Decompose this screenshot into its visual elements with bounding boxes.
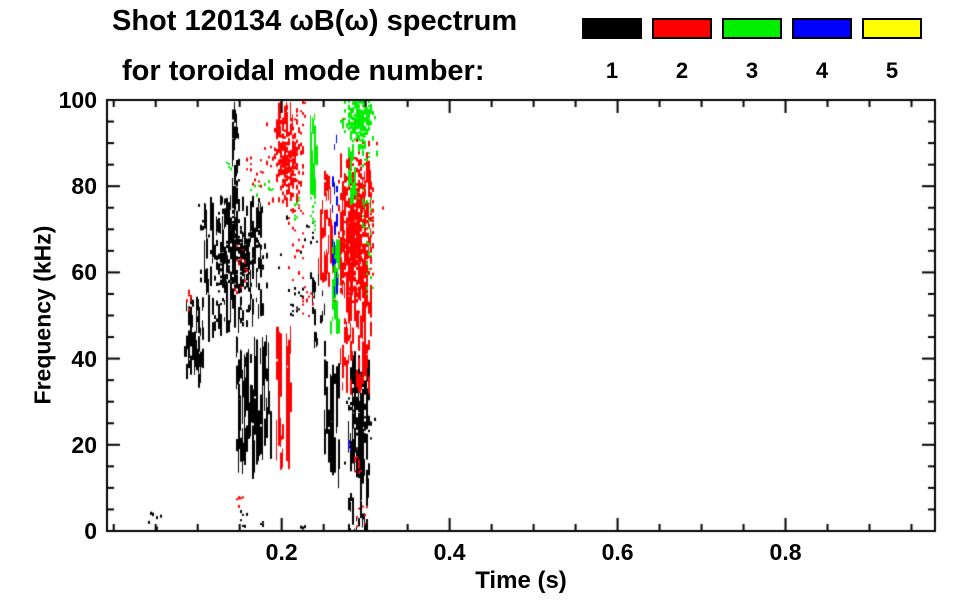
x-tick-label-0.2: 0.2 xyxy=(265,539,298,565)
y-tick-label-100: 100 xyxy=(58,87,97,113)
y-tick-label-0: 0 xyxy=(84,518,97,544)
x-tick-label-0.8: 0.8 xyxy=(769,539,802,565)
x-tick-label-0.4: 0.4 xyxy=(433,539,466,565)
y-tick-label-20: 20 xyxy=(71,431,97,458)
y-axis-title: Frequency (kHz) xyxy=(29,225,56,405)
x-axis-title: Time (s) xyxy=(475,567,567,594)
x-tick-label-0.6: 0.6 xyxy=(601,539,634,565)
y-tick-label-80: 80 xyxy=(71,173,97,200)
y-tick-label-40: 40 xyxy=(71,345,97,372)
y-tick-label-60: 60 xyxy=(71,259,97,286)
